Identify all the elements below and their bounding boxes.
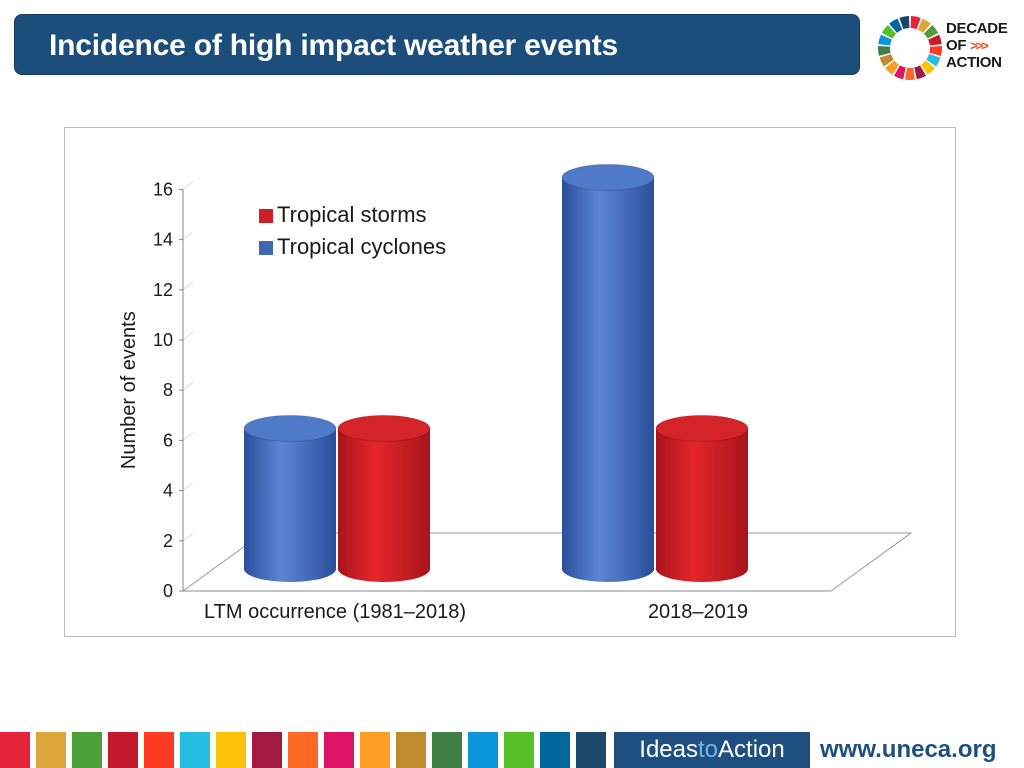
y-tick-label: 8 (163, 380, 173, 400)
logo-ring-segment (910, 16, 921, 30)
footer: IdeastoAction www.uneca.org (0, 732, 1024, 768)
logo-ring-segment (893, 65, 906, 80)
logo-ring-segment (905, 67, 915, 80)
logo-ring-segment (879, 54, 894, 67)
grid-perspective-tick (182, 482, 194, 491)
grid-perspective-tick (182, 231, 194, 240)
logo-ring-segment (929, 46, 942, 56)
sdg-stripe (468, 732, 498, 768)
bar-top (337, 414, 431, 442)
sdg-stripe (216, 732, 246, 768)
logo-arrows: >>> (970, 38, 989, 53)
grid-perspective-tick (182, 281, 194, 291)
logo-line-action: ACTION (946, 54, 1002, 71)
logo-ring-segment (914, 65, 927, 80)
bar-top (655, 414, 749, 442)
grid-perspective-tick (182, 381, 194, 391)
x-tick-label: 2018–2019 (648, 601, 748, 623)
bars (243, 163, 749, 582)
logo-ring-segment (885, 60, 899, 75)
y-tick-label: 12 (153, 280, 173, 300)
logo-line-of: OF >>> (946, 37, 989, 54)
bar-tropical-storms (337, 414, 431, 582)
x-axis-labels: LTM occurrence (1981–2018) 2018–2019 (204, 601, 748, 623)
legend-swatch (259, 241, 273, 255)
sdg-stripe (108, 732, 138, 768)
grid-perspective-tick (182, 331, 194, 341)
sdg-stripe (0, 732, 30, 768)
legend: Tropical storms Tropical cyclones (259, 202, 446, 259)
y-tick-label: 14 (153, 230, 173, 250)
logo-ring-segment (878, 34, 892, 46)
bar-top (561, 163, 655, 191)
legend-label: Tropical cyclones (277, 234, 446, 259)
logo-ring-segment (921, 60, 935, 75)
y-tick-label: 6 (163, 430, 173, 450)
ideas-to-action-badge: IdeastoAction (614, 732, 810, 768)
website-link[interactable]: www.uneca.org (820, 736, 997, 763)
logo-ring-segment (923, 25, 939, 39)
sdg-stripe (540, 732, 570, 768)
logo-ring-segment (928, 34, 942, 46)
sdg-stripe (180, 732, 210, 768)
bar-body (562, 177, 654, 582)
y-tick-label: 16 (153, 179, 173, 199)
sdg-stripe (504, 732, 534, 768)
sdg-stripe (432, 732, 462, 768)
logo-text: DECADE OF >>> ACTION (946, 20, 1008, 71)
sdg-stripe (144, 732, 174, 768)
page-title: Incidence of high impact weather events (49, 29, 619, 62)
ideas-to: to (698, 736, 719, 763)
bar-tropical-storms (655, 414, 749, 582)
grid-perspective-tick (182, 532, 194, 542)
title-bar: Incidence of high impact weather events (14, 14, 860, 75)
grid-perspective-tick (182, 181, 194, 190)
x-tick-label: LTM occurrence (1981–2018) (204, 601, 466, 623)
bar-chart: 0 2 4 6 8 10 12 14 16 Number of events Tropical s… (118, 163, 913, 623)
sdg-stripe (72, 732, 102, 768)
logo-ring-segment (926, 54, 941, 67)
logo-ring-segment (917, 18, 931, 33)
y-tick-label: 0 (163, 581, 173, 601)
bar-body (338, 428, 430, 582)
sdg-stripe (360, 732, 390, 768)
sdg-stripe (252, 732, 282, 768)
y-axis: 0 2 4 6 8 10 12 14 16 Number of events (118, 179, 194, 601)
y-tick-label: 10 (153, 330, 173, 350)
logo-ring-segment (881, 25, 897, 39)
sdg-stripe (324, 732, 354, 768)
sdg-ring-icon (878, 16, 942, 80)
sdg-stripe (288, 732, 318, 768)
bar-body (244, 428, 336, 582)
logo-line-decade: DECADE (946, 20, 1008, 37)
sdg-stripe (36, 732, 66, 768)
bar-top (243, 414, 337, 442)
ideas-suffix: Action (718, 736, 785, 763)
sdg-stripe (396, 732, 426, 768)
bar-body (656, 428, 748, 582)
ideas-prefix: Ideas (639, 736, 698, 763)
logo-ring-segment (878, 46, 891, 56)
chart-frame: 0 2 4 6 8 10 12 14 16 Number of events Tropical s… (64, 127, 956, 637)
bar-tropical-cyclones (561, 163, 655, 582)
decade-of-action-logo: DECADE OF >>> ACTION (876, 14, 1016, 82)
y-tick-label: 4 (163, 481, 173, 501)
bar-tropical-cyclones (243, 414, 337, 582)
legend-swatch (259, 209, 273, 223)
grid-perspective-tick (182, 432, 194, 441)
sdg-stripe (576, 732, 606, 768)
legend-label: Tropical storms (277, 202, 427, 227)
y-tick-label: 2 (163, 531, 173, 551)
y-axis-title: Number of events (118, 311, 140, 469)
logo-ring-segment (889, 18, 903, 33)
logo-ring-segment (899, 16, 910, 30)
